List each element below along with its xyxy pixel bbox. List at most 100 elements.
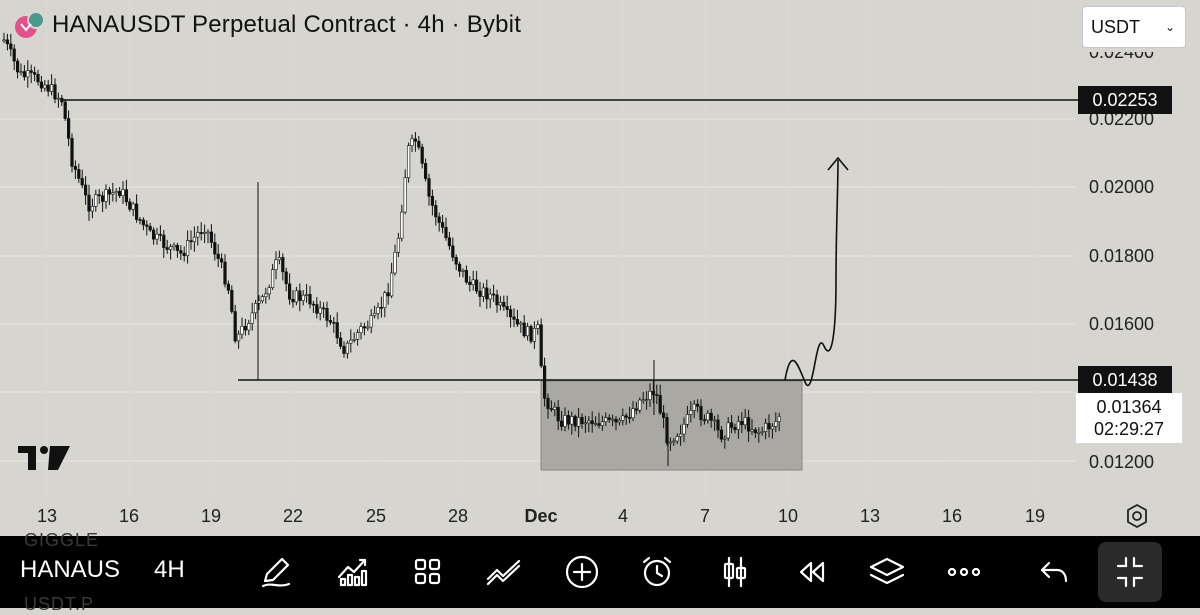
alert-button[interactable] [637, 552, 677, 592]
candle-body [546, 397, 550, 409]
indicators-icon [337, 558, 368, 587]
alarm-clock-icon [642, 556, 672, 587]
price-label: 0.01200 [1089, 452, 1155, 472]
candle-body [437, 216, 441, 223]
candle-body [430, 195, 435, 206]
range-box[interactable] [540, 380, 803, 471]
chart-settings-button[interactable] [1124, 503, 1150, 534]
candle-body [247, 323, 251, 331]
candle-body [196, 232, 200, 238]
candle-body [689, 410, 693, 415]
candle-body [641, 399, 645, 402]
resistance-price-tag[interactable]: 0.02253 [1078, 86, 1172, 114]
candle-body [515, 319, 519, 325]
candle-body [505, 306, 509, 310]
candle-body [536, 324, 540, 329]
candle-body [502, 301, 506, 307]
price-chart[interactable] [0, 0, 1200, 536]
candle-body [444, 227, 448, 239]
candle-body [672, 440, 676, 443]
projection-arrow[interactable] [784, 159, 839, 387]
candle-body [175, 244, 180, 251]
candle-body [512, 316, 516, 320]
candle-body [413, 138, 418, 142]
chart-title: HANAUSDT Perpetual Contract · 4h · Bybit [52, 11, 522, 38]
time-label: 19 [200, 506, 222, 526]
chart-type-button[interactable] [715, 552, 755, 592]
candle-body [172, 244, 176, 248]
plus-circle-icon [565, 555, 599, 589]
candle-body [260, 296, 265, 302]
time-label: 4 [617, 506, 629, 526]
candle-body [2, 39, 6, 42]
objects-tree-button[interactable] [867, 552, 907, 592]
chart-area[interactable]: HANAUSDT Perpetual Contract · 4h · Bybit… [0, 0, 1200, 536]
candle-body [614, 418, 618, 423]
more-button[interactable] [944, 552, 984, 592]
candle-body [80, 178, 84, 186]
candle-body [138, 219, 142, 221]
support-price-tag[interactable]: 0.01438 [1078, 366, 1172, 394]
layouts-button[interactable] [408, 552, 448, 592]
candle-body [84, 184, 88, 196]
candle-body [315, 304, 319, 314]
timeframe-picker[interactable]: 4H [154, 556, 185, 583]
candle-body [508, 309, 513, 318]
currency-select[interactable]: USDT ⌄ [1082, 6, 1186, 48]
add-button[interactable] [562, 552, 602, 592]
fullscreen-button[interactable] [1098, 542, 1162, 602]
candle-body [719, 429, 723, 440]
drawing-tools-button[interactable] [256, 552, 296, 592]
time-label: 16 [118, 506, 140, 526]
candle-body [355, 332, 360, 340]
candle-body [376, 307, 380, 314]
candle-body [549, 408, 553, 410]
candle-body [56, 97, 60, 100]
candle-body [26, 70, 30, 78]
candle-body [393, 252, 397, 274]
candle-body [726, 422, 730, 439]
replay-button[interactable] [791, 552, 831, 592]
more-horizontal-icon [947, 567, 981, 577]
candle-body [573, 416, 577, 427]
candle-body [226, 283, 231, 291]
candle-body [372, 313, 377, 316]
candle-body [590, 420, 594, 425]
collapse-icon [1116, 556, 1144, 588]
candle-body [53, 84, 57, 100]
candle-body [740, 421, 744, 426]
symbol-picker[interactable]: HANAUS [20, 556, 121, 583]
compare-button[interactable] [484, 552, 524, 592]
candle-body [298, 290, 302, 301]
time-label-month: Dec [524, 506, 558, 526]
candle-body [396, 237, 401, 253]
candle-body [736, 421, 740, 430]
time-label: 7 [699, 506, 711, 526]
candle-body [753, 429, 757, 434]
time-label: 28 [447, 506, 469, 526]
candle-body [651, 390, 655, 395]
price-label-top: 0.02400 [1089, 42, 1155, 62]
candle-body [345, 342, 350, 354]
candle-body [474, 279, 479, 292]
candle-body [702, 419, 706, 421]
candle-body [668, 441, 672, 444]
candle-body [621, 415, 625, 421]
candle-body [362, 326, 367, 329]
candle-body [423, 163, 428, 179]
candle-body [206, 231, 210, 234]
candle-body [461, 270, 465, 272]
candle-body [301, 294, 305, 301]
candle-body [607, 417, 611, 420]
candle-body [366, 326, 370, 329]
indicators-button[interactable] [332, 552, 372, 592]
candle-body [124, 189, 128, 203]
candle-body [101, 195, 105, 202]
candle-body [216, 253, 220, 259]
undo-button[interactable] [1034, 552, 1074, 592]
candle-body [491, 293, 496, 296]
layers-icon [869, 557, 905, 585]
candle-body [519, 322, 523, 325]
candle-body [743, 417, 747, 426]
projection-arrowhead [827, 156, 849, 171]
